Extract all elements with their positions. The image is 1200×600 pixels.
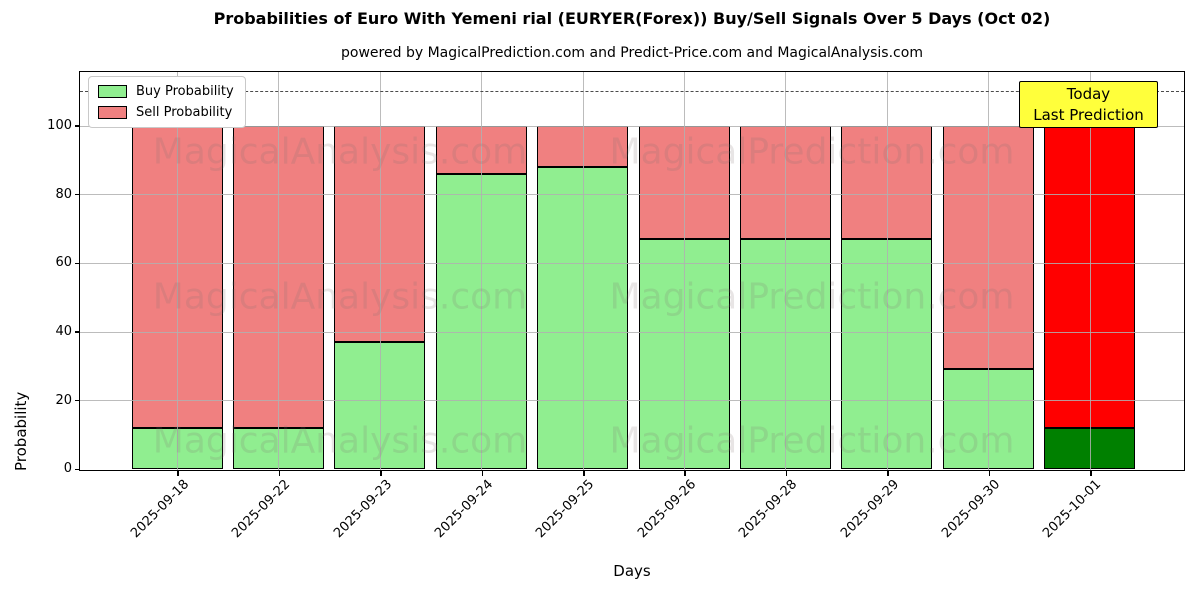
x-tick-mark [177,471,179,476]
v-gridline [379,72,381,470]
x-tick-mark [785,471,788,476]
today-annotation: Today Last Prediction [1019,81,1158,128]
h-gridline-80 [80,194,1184,196]
v-gridline [886,72,888,470]
x-tick-mark [684,471,686,476]
legend-swatch-sell-icon [98,106,127,119]
chart-title: Probabilities of Euro With Yemeni rial (… [213,9,1051,28]
y-tick-label: 40 [55,324,72,340]
y-tick-mark [75,193,80,196]
x-tick-label: 2025-09-29 [837,477,902,542]
y-tick-mark [75,262,80,265]
x-tick-label: 2025-09-28 [736,477,801,542]
v-gridline [582,72,584,470]
h-gridline-20 [80,400,1184,402]
y-tick-label: 80 [55,186,72,202]
dashed-threshold-line [80,91,1184,93]
y-tick-mark [75,468,80,471]
watermark-prediction: MagicalPrediction.com [609,131,1015,173]
v-gridline [177,72,178,470]
x-tick-label: 2025-09-30 [939,477,1004,542]
x-tick-mark [1090,471,1092,476]
x-tick-label: 2025-09-18 [127,477,193,542]
v-gridline [278,72,280,470]
legend: Buy Probability Sell Probability [88,76,246,128]
annotation-line2: Last Prediction [1033,106,1144,124]
watermark-analysis: MagicalAnalysis.com [152,276,528,318]
watermark-prediction: MagicalPrediction.com [609,420,1015,462]
legend-label-sell: Sell Probability [136,105,233,120]
v-gridline [684,72,685,470]
x-tick-label: 2025-10-01 [1040,477,1105,542]
x-tick-mark [278,471,281,476]
y-tick-label: 0 [63,461,72,477]
x-tick-label: 2025-09-22 [229,477,294,542]
legend-swatch-buy-icon [98,85,127,98]
x-tick-label: 2025-09-26 [634,477,700,542]
x-axis-label: Days [613,562,651,580]
h-gridline-60 [80,262,1184,264]
v-gridline [988,72,990,470]
x-tick-mark [887,471,889,476]
x-tick-label: 2025-09-23 [330,477,395,542]
x-tick-mark [481,471,484,476]
v-gridline [1089,72,1091,470]
legend-label-buy: Buy Probability [136,84,234,99]
legend-item-sell: Sell Probability [98,105,234,120]
y-tick-label: 100 [47,117,72,133]
y-tick-mark [75,125,80,127]
y-tick-label: 20 [55,392,72,408]
watermark-prediction: MagicalPrediction.com [609,276,1015,318]
annotation-line1: Today [1066,85,1111,103]
v-gridline [481,72,483,470]
y-tick-mark [75,331,80,333]
watermark-analysis: MagicalAnalysis.com [152,131,528,173]
x-tick-mark [988,471,991,476]
chart-subtitle: powered by MagicalPrediction.com and Pre… [341,45,923,61]
x-tick-label: 2025-09-24 [432,477,497,542]
watermark-analysis: MagicalAnalysis.com [152,420,528,462]
v-gridline [785,72,787,470]
y-tick-label: 60 [55,255,72,271]
plot-area: Buy Probability Sell Probability Today L… [79,71,1185,471]
legend-item-buy: Buy Probability [98,84,234,99]
y-tick-mark [75,399,80,402]
x-tick-mark [583,471,585,476]
x-tick-label: 2025-09-25 [533,477,598,542]
h-gridline-100 [80,125,1184,127]
h-gridline-40 [80,331,1184,333]
x-tick-mark [380,471,382,476]
